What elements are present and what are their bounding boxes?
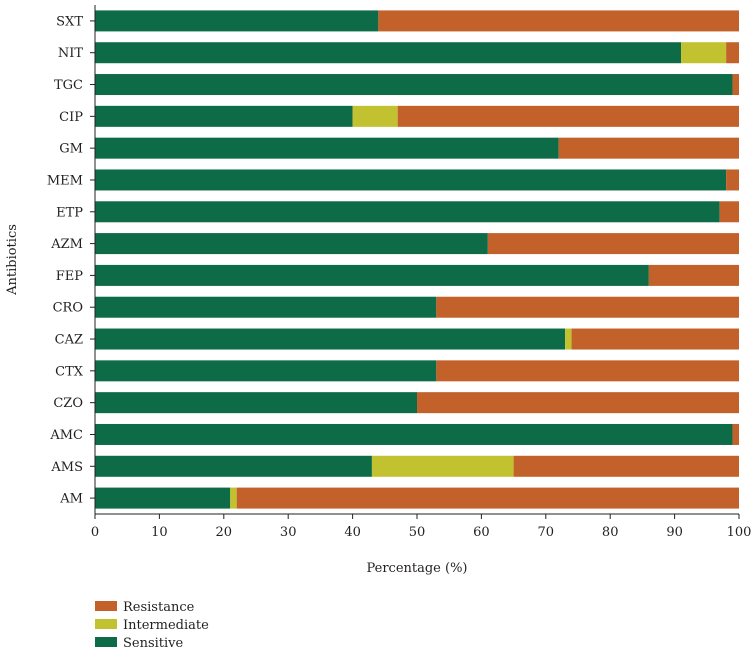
x-tick-label-70: 70 bbox=[538, 525, 555, 540]
y-tick-label-cro: CRO bbox=[53, 301, 83, 316]
bar-azm-sensitive bbox=[95, 233, 488, 255]
bar-caz-intermediate bbox=[565, 328, 572, 350]
y-tick-label-amc: AMC bbox=[49, 428, 83, 443]
bar-azm-resistance bbox=[487, 233, 739, 255]
bar-sxt-resistance bbox=[378, 10, 739, 32]
bar-etp-sensitive bbox=[95, 201, 720, 223]
bar-sxt-sensitive bbox=[95, 10, 379, 32]
x-tick-label-20: 20 bbox=[216, 525, 233, 540]
bar-fep-resistance bbox=[648, 264, 739, 286]
x-tick-label-60: 60 bbox=[473, 525, 490, 540]
y-tick-label-mem: MEM bbox=[47, 173, 83, 188]
bar-fep-sensitive bbox=[95, 264, 649, 286]
x-tick-label-40: 40 bbox=[344, 525, 361, 540]
bar-cro-sensitive bbox=[95, 296, 437, 318]
bar-ams-sensitive bbox=[95, 455, 372, 477]
legend: Resistance Intermediate Sensitive bbox=[95, 600, 209, 651]
legend-swatch-sensitive bbox=[95, 637, 117, 647]
bar-cip-resistance bbox=[397, 105, 739, 127]
legend-label-intermediate: Intermediate bbox=[123, 618, 209, 633]
x-tick-label-80: 80 bbox=[602, 525, 619, 540]
bar-nit-intermediate bbox=[681, 42, 727, 64]
x-tick-label-30: 30 bbox=[280, 525, 297, 540]
x-axis: 0 10 20 30 40 50 60 70 80 90 100 bbox=[91, 513, 751, 540]
bar-amc-resistance bbox=[732, 423, 739, 445]
y-tick-label-azm: AZM bbox=[50, 237, 83, 252]
bar-am-sensitive bbox=[95, 487, 231, 509]
bar-nit-sensitive bbox=[95, 42, 682, 64]
y-tick-label-gm: GM bbox=[59, 142, 83, 157]
x-tick-label-10: 10 bbox=[151, 525, 168, 540]
x-tick-label-50: 50 bbox=[409, 525, 426, 540]
legend-label-sensitive: Sensitive bbox=[123, 636, 184, 651]
y-tick-label-ams: AMS bbox=[50, 460, 83, 475]
bar-caz-sensitive bbox=[95, 328, 566, 350]
bar-cip-intermediate bbox=[352, 105, 398, 127]
y-tick-label-am: AM bbox=[59, 492, 83, 507]
y-tick-label-caz: CAZ bbox=[55, 333, 83, 348]
bar-am-resistance bbox=[236, 487, 739, 509]
bar-caz-resistance bbox=[571, 328, 739, 350]
bar-cip-sensitive bbox=[95, 105, 353, 127]
x-axis-title: Percentage (%) bbox=[366, 561, 467, 576]
y-tick-label-sxt: SXT bbox=[56, 14, 83, 29]
y-tick-label-fep: FEP bbox=[56, 269, 84, 284]
bar-mem-resistance bbox=[726, 169, 739, 191]
bar-gm-sensitive bbox=[95, 137, 559, 159]
y-axis-title: Antibiotics bbox=[5, 224, 20, 296]
bar-am-intermediate bbox=[230, 487, 237, 509]
bar-ctx-resistance bbox=[436, 360, 739, 382]
y-tick-label-cip: CIP bbox=[59, 110, 83, 125]
bar-czo-sensitive bbox=[95, 392, 417, 414]
bar-ctx-sensitive bbox=[95, 360, 437, 382]
y-tick-label-nit: NIT bbox=[58, 46, 84, 61]
bar-gm-resistance bbox=[558, 137, 739, 159]
y-axis: SXT NIT TGC CIP GM MEM ETP AZM FEP CRO CAZ CTX CZO AM… bbox=[47, 5, 96, 514]
x-tick-label-100: 100 bbox=[727, 525, 751, 540]
x-tick-label-0: 0 bbox=[91, 525, 99, 540]
legend-label-resistance: Resistance bbox=[123, 600, 195, 615]
bar-tgc-sensitive bbox=[95, 74, 733, 96]
bar-ams-resistance bbox=[513, 455, 739, 477]
bar-mem-sensitive bbox=[95, 169, 727, 191]
legend-swatch-resistance bbox=[95, 601, 117, 611]
y-tick-label-ctx: CTX bbox=[55, 364, 84, 379]
y-tick-label-etp: ETP bbox=[56, 205, 83, 220]
x-tick-label-90: 90 bbox=[666, 525, 683, 540]
bar-czo-resistance bbox=[417, 392, 739, 414]
bar-ams-intermediate bbox=[371, 455, 514, 477]
bar-tgc-resistance bbox=[732, 74, 739, 96]
bars-group bbox=[95, 10, 739, 509]
y-tick-label-czo: CZO bbox=[53, 396, 83, 411]
bar-cro-resistance bbox=[436, 296, 739, 318]
bar-amc-sensitive bbox=[95, 423, 733, 445]
bar-nit-resistance bbox=[726, 42, 739, 64]
y-tick-label-tgc: TGC bbox=[54, 78, 83, 93]
bar-etp-resistance bbox=[719, 201, 739, 223]
legend-swatch-intermediate bbox=[95, 619, 117, 629]
